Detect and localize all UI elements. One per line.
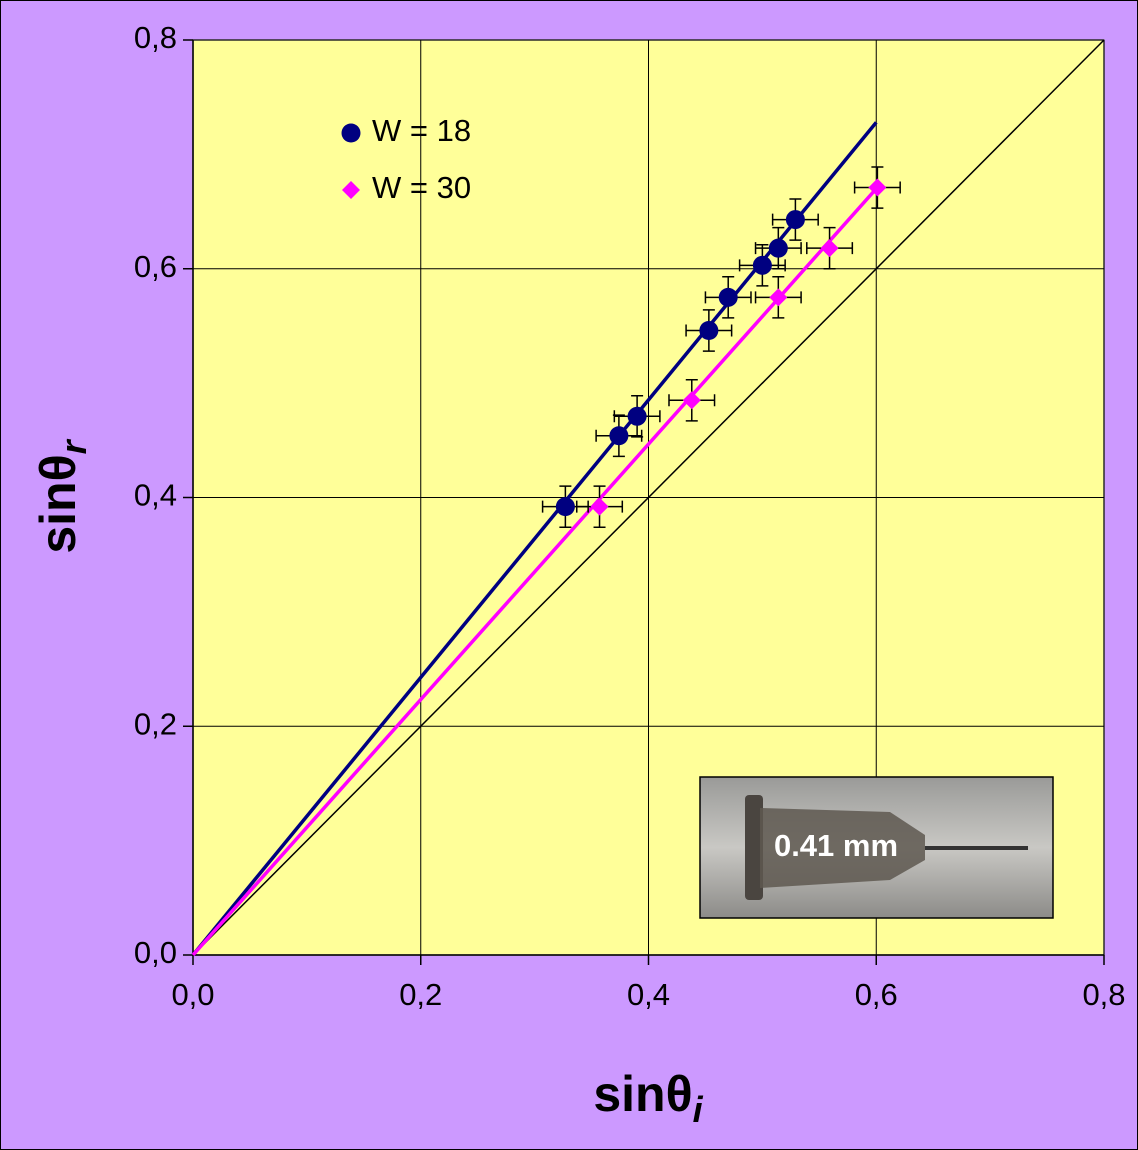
marks [541,166,901,528]
x-tick-label: 0,8 [1082,977,1125,1012]
marker [609,426,629,446]
marker [752,255,772,275]
needle-hub [760,808,925,888]
y-axis-label: sinθr [30,438,93,553]
x-tick-label: 0,0 [171,977,214,1012]
y-label-main: sinθ [30,454,86,553]
reference-line [192,39,1105,956]
marker [342,181,360,199]
y-tick-label: 0,4 [134,478,177,513]
inset-label: 0.41 mm [774,828,898,863]
legend: W = 18 W = 30 [341,113,471,205]
marker [718,287,738,307]
fit-line [191,187,878,957]
needle-hub-rim [745,795,763,900]
y-tick-label: 0,8 [134,20,177,55]
marker [768,238,788,258]
marker [627,406,647,426]
y-tick-label: 0,0 [134,935,177,970]
inset: 0.41 mm [699,776,1054,919]
legend-label: W = 30 [372,170,471,205]
marker [820,239,839,258]
x-tick-label: 0,4 [627,977,670,1012]
x-label-sub: i [693,1089,704,1130]
y-tick-label: 0,6 [134,249,177,284]
legend-label: W = 18 [372,113,471,148]
x-tick-label: 0,2 [399,977,442,1012]
y-label-sub: r [53,438,94,454]
y-tick-label: 0,2 [134,706,177,741]
marker [699,321,719,341]
x-axis-label: sinθi [593,1066,703,1129]
marker [682,391,701,410]
marker [555,497,575,517]
marker [341,123,361,143]
x-tick-label: 0,6 [855,977,898,1012]
marker [868,178,887,197]
marker [785,210,805,230]
marker [769,288,788,307]
marker [590,497,609,516]
x-label-main: sinθ [593,1066,692,1122]
